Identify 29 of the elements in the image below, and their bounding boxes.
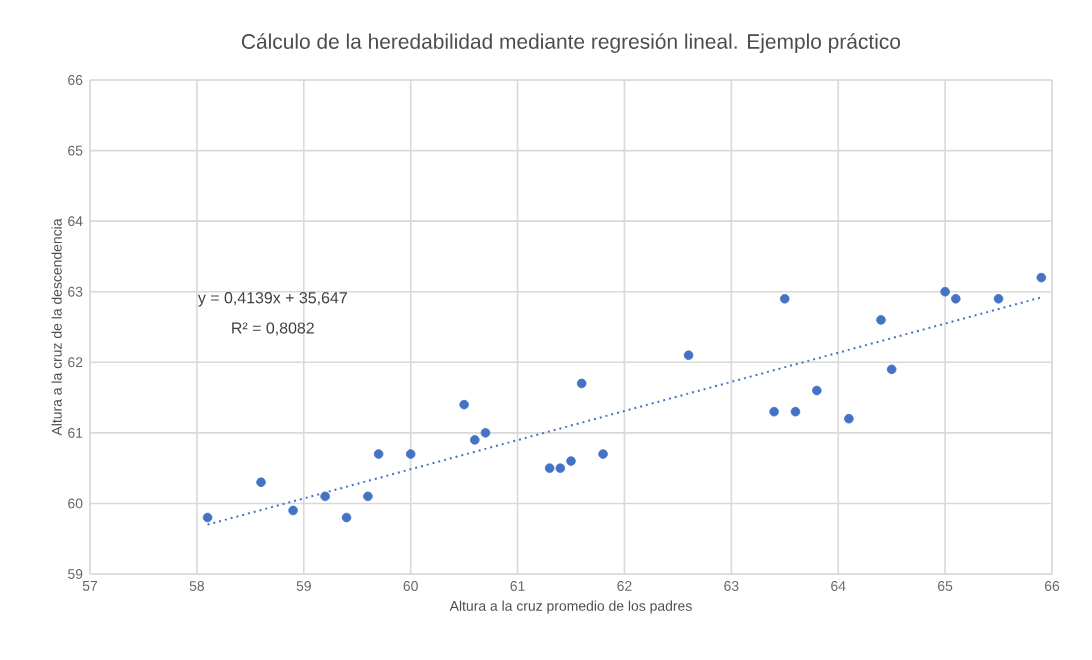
chart-title: Cálculo de la heredabilidad mediante regresión lineal. Ejemplo práctico: [241, 33, 901, 54]
point: [940, 286, 950, 297]
point: [886, 364, 897, 375]
point: [480, 428, 491, 438]
point: [790, 406, 801, 417]
point: [1036, 272, 1047, 283]
point: [683, 350, 694, 361]
point: [544, 463, 555, 473]
point: [876, 315, 886, 325]
point: [576, 378, 587, 389]
point: [470, 435, 480, 445]
point: [341, 512, 352, 523]
point: [256, 477, 266, 488]
point: [459, 399, 469, 410]
point: [202, 512, 213, 523]
point: [555, 463, 566, 473]
point: [405, 449, 416, 459]
point: [779, 293, 790, 304]
point: [373, 449, 384, 459]
point: [993, 293, 1004, 304]
point: [320, 491, 330, 502]
point: [812, 385, 822, 396]
point: [363, 491, 373, 502]
point: [598, 449, 608, 459]
point: [951, 293, 961, 304]
point: [566, 456, 576, 466]
point: [288, 505, 298, 516]
point: [769, 406, 779, 417]
point: [844, 413, 854, 424]
